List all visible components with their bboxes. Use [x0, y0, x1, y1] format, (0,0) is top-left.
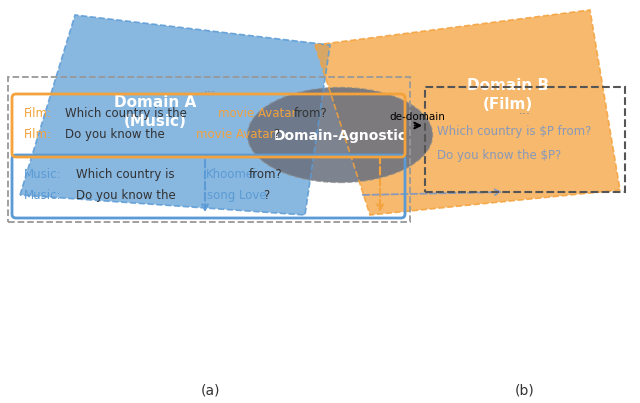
Text: Which country is the: Which country is the [65, 107, 187, 120]
Text: de-domain: de-domain [390, 112, 445, 123]
Text: song Love: song Love [207, 189, 267, 202]
Text: ?: ? [263, 189, 269, 202]
Text: from?: from? [294, 107, 328, 120]
Text: Music:: Music: [24, 189, 61, 202]
Polygon shape [20, 15, 330, 215]
Text: ...: ... [519, 104, 531, 116]
Text: Which country is $P from?: Which country is $P from? [437, 125, 591, 137]
Text: (a): (a) [200, 384, 220, 398]
Text: Do you know the: Do you know the [65, 128, 164, 141]
Text: Domain B
(Film): Domain B (Film) [467, 78, 549, 112]
Text: Domain A
(Music): Domain A (Music) [114, 95, 196, 129]
Ellipse shape [248, 87, 433, 183]
Text: from?: from? [249, 168, 283, 181]
Text: (b): (b) [515, 384, 535, 398]
Text: movie Avatar: movie Avatar [196, 128, 275, 141]
Text: Film:: Film: [24, 128, 52, 141]
Text: Khoomei: Khoomei [206, 168, 257, 181]
Text: Do you know the $P?: Do you know the $P? [437, 149, 561, 162]
Text: ...: ... [204, 81, 216, 94]
Text: Which country is: Which country is [76, 168, 175, 181]
Text: Film:: Film: [24, 107, 52, 120]
Text: movie Avatar: movie Avatar [218, 107, 296, 120]
Text: Music:: Music: [24, 168, 61, 181]
Polygon shape [315, 10, 620, 215]
Text: Domain-Agnostic: Domain-Agnostic [273, 129, 406, 143]
Text: ?: ? [273, 128, 279, 141]
Text: Do you know the: Do you know the [76, 189, 176, 202]
